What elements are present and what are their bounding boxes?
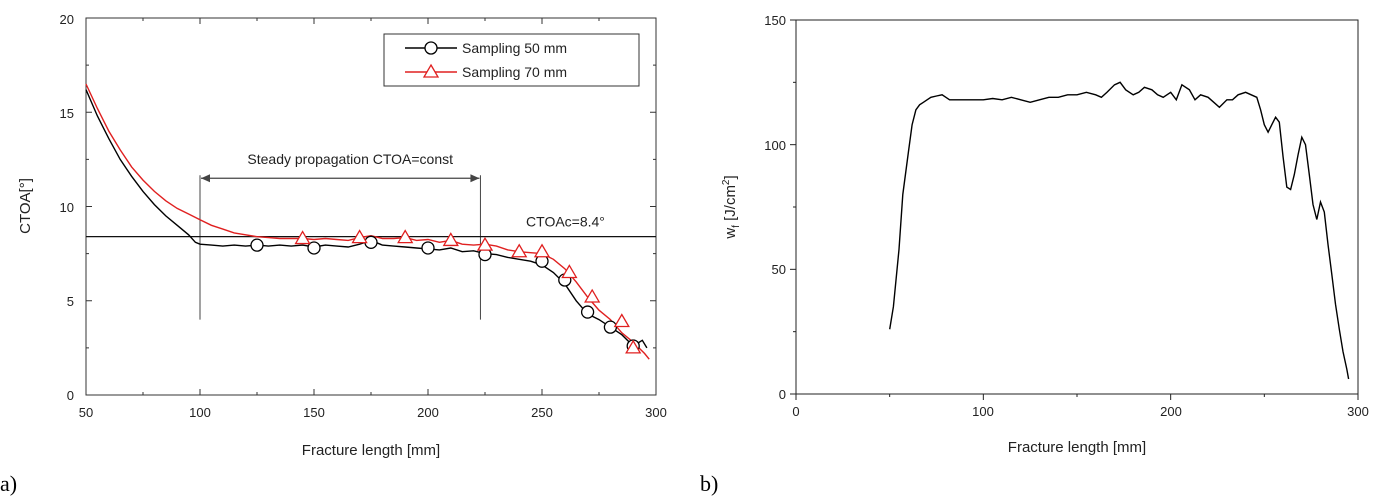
chart-a-x-tick-label: 100 <box>189 405 211 420</box>
chart-b: 0 100 200 300 0 50 100 150 Fracture leng… <box>700 13 1369 496</box>
chart-a-marker-sampling-70 <box>442 232 459 247</box>
chart-b-x-tick-labels: 0 100 200 300 <box>792 404 1368 419</box>
chart-a-marker-sampling-70 <box>397 229 414 244</box>
chart-b-x-axis-title: Fracture length [mm] <box>1008 439 1146 456</box>
chart-b-series-line <box>889 81 1350 380</box>
chart-a-x-tick-label: 50 <box>79 405 93 420</box>
chart-a-x-tick-label: 200 <box>417 405 439 420</box>
chart-a-series-sampling-50-markers <box>250 235 640 353</box>
chart-a-marker-sampling-70 <box>613 313 630 328</box>
chart-a-ticks <box>85 17 657 396</box>
chart-a-legend: Sampling 50 mm Sampling 70 mm <box>383 33 640 87</box>
chart-a-marker-sampling-70 <box>625 339 642 354</box>
chart-b-ticks <box>790 19 1359 400</box>
chart-a-y-tick-labels: 0 5 10 15 20 <box>60 12 74 403</box>
chart-b-plot-frame <box>795 19 1359 395</box>
chart-a-y-tick-label: 0 <box>67 388 74 403</box>
chart-a-arrowhead-left <box>201 174 210 183</box>
chart-a-series-sampling-70-markers <box>294 229 642 354</box>
chart-a-annotation-text: Steady propagation CTOA=const <box>247 151 453 167</box>
chart-a-marker-sampling-50 <box>250 238 264 252</box>
chart-a-steady-annotation: Steady propagation CTOA=const <box>199 151 481 320</box>
chart-a-legend-sampling-50-label: Sampling 50 mm <box>462 40 567 56</box>
chart-a-marker-sampling-50 <box>421 241 435 255</box>
chart-a-legend-sampling-70-label: Sampling 70 mm <box>462 64 567 80</box>
chart-a-legend-sampling-70-marker <box>422 63 440 78</box>
chart-b-x-tick-label: 0 <box>792 404 799 419</box>
chart-a-legend-sampling-50-marker <box>424 41 438 55</box>
chart-b-y-axis-title-main: w <box>722 228 739 240</box>
chart-a-marker-sampling-70 <box>584 288 601 303</box>
chart-a-y-tick-label: 15 <box>60 106 74 121</box>
chart-b-y-axis-title-subscript: f <box>731 225 742 228</box>
chart-a-marker-sampling-50 <box>603 320 618 334</box>
chart-b-y-axis-title-close: ] <box>722 175 739 179</box>
chart-b-x-tick-label: 200 <box>1160 404 1182 419</box>
chart-b-y-tick-label: 150 <box>764 13 786 28</box>
chart-a-marker-sampling-70 <box>533 243 551 258</box>
chart-b-x-tick-label: 100 <box>972 404 994 419</box>
chart-a-y-tick-label: 5 <box>67 294 74 309</box>
chart-a-x-tick-labels: 50 100 150 200 250 300 <box>79 405 667 420</box>
chart-b-y-tick-label: 100 <box>764 138 786 153</box>
chart-a-marker-sampling-70 <box>351 229 368 244</box>
chart-b-y-tick-label: 0 <box>779 387 786 402</box>
chart-a-marker-sampling-70 <box>476 236 494 251</box>
chart-a-marker-sampling-70 <box>511 243 528 258</box>
chart-b-y-axis-title-unit: [J/cm <box>722 185 739 225</box>
chart-a-marker-sampling-50 <box>307 241 321 255</box>
chart-a-arrowhead-right <box>470 174 480 183</box>
chart-b-y-axis-title: wf [J/cm2] <box>721 175 742 239</box>
chart-a-y-axis-title: CTOA[°] <box>17 178 34 234</box>
chart-a-ctoac-label: CTOAc=8.4° <box>526 214 605 230</box>
chart-a-y-tick-label: 20 <box>60 12 74 27</box>
chart-a: 50 100 150 200 250 300 0 5 10 15 20 Frac… <box>0 12 667 496</box>
chart-b-y-tick-labels: 0 50 100 150 <box>764 13 786 402</box>
chart-a-marker-sampling-70 <box>294 230 311 245</box>
chart-a-y-tick-label: 10 <box>60 200 74 215</box>
chart-a-panel-label: a) <box>0 471 17 496</box>
chart-b-x-tick-label: 300 <box>1347 404 1369 419</box>
chart-a-x-tick-label: 300 <box>645 405 667 420</box>
chart-a-x-tick-label: 150 <box>303 405 325 420</box>
chart-a-x-tick-label: 250 <box>531 405 553 420</box>
chart-b-y-axis-title-superscript: 2 <box>721 179 732 185</box>
chart-a-marker-sampling-50 <box>580 305 595 319</box>
chart-a-x-axis-title: Fracture length [mm] <box>302 442 440 459</box>
chart-a-marker-sampling-70 <box>561 264 578 279</box>
chart-b-y-tick-label: 50 <box>772 262 786 277</box>
chart-b-panel-label: b) <box>700 471 718 496</box>
